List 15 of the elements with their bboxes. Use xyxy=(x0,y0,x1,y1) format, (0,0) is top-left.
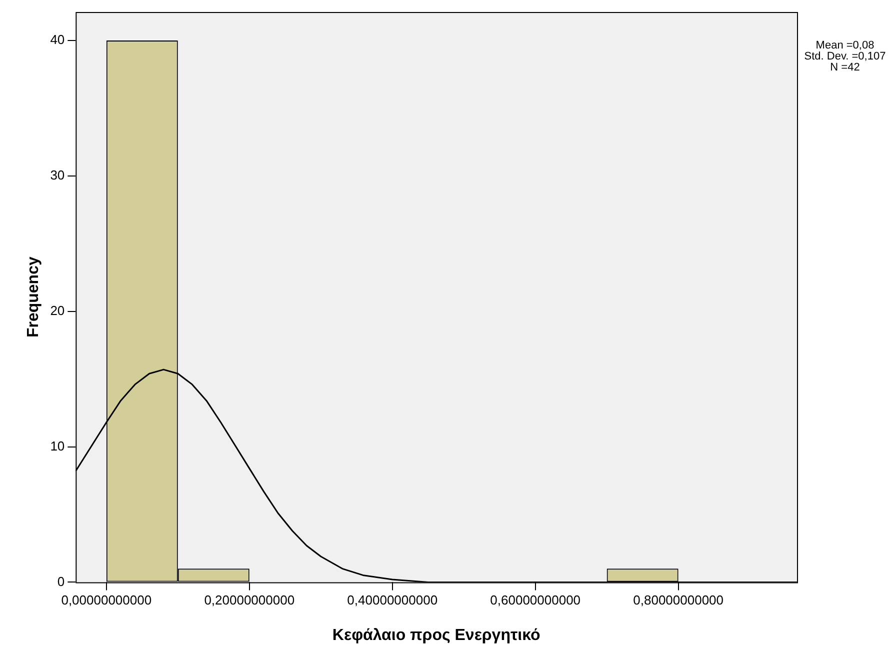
y-tick-label: 30 xyxy=(50,167,65,182)
x-tick-label: 0,80000000000 xyxy=(633,592,724,608)
x-tick-label: 0,40000000000 xyxy=(347,592,438,608)
y-tick-label: 40 xyxy=(50,32,65,48)
x-axis-title: Κεφάλαιο προς Ενεργητικό xyxy=(332,626,540,644)
y-axis-title: Frequency xyxy=(25,256,42,338)
text: N =42 xyxy=(830,62,860,74)
x-tick-label: 0,60000000000 xyxy=(490,592,581,608)
text: Std. Dev. =0,107 xyxy=(804,50,886,63)
y-tick-label: 10 xyxy=(50,438,65,454)
y-tick-label: 0 xyxy=(57,574,65,589)
text: Mean =0,08 xyxy=(816,40,874,52)
x-tick-label: 0,00000000000 xyxy=(61,592,152,608)
x-tick-label: 0,20000000000 xyxy=(204,592,295,608)
y-tick-label: 20 xyxy=(50,302,65,318)
